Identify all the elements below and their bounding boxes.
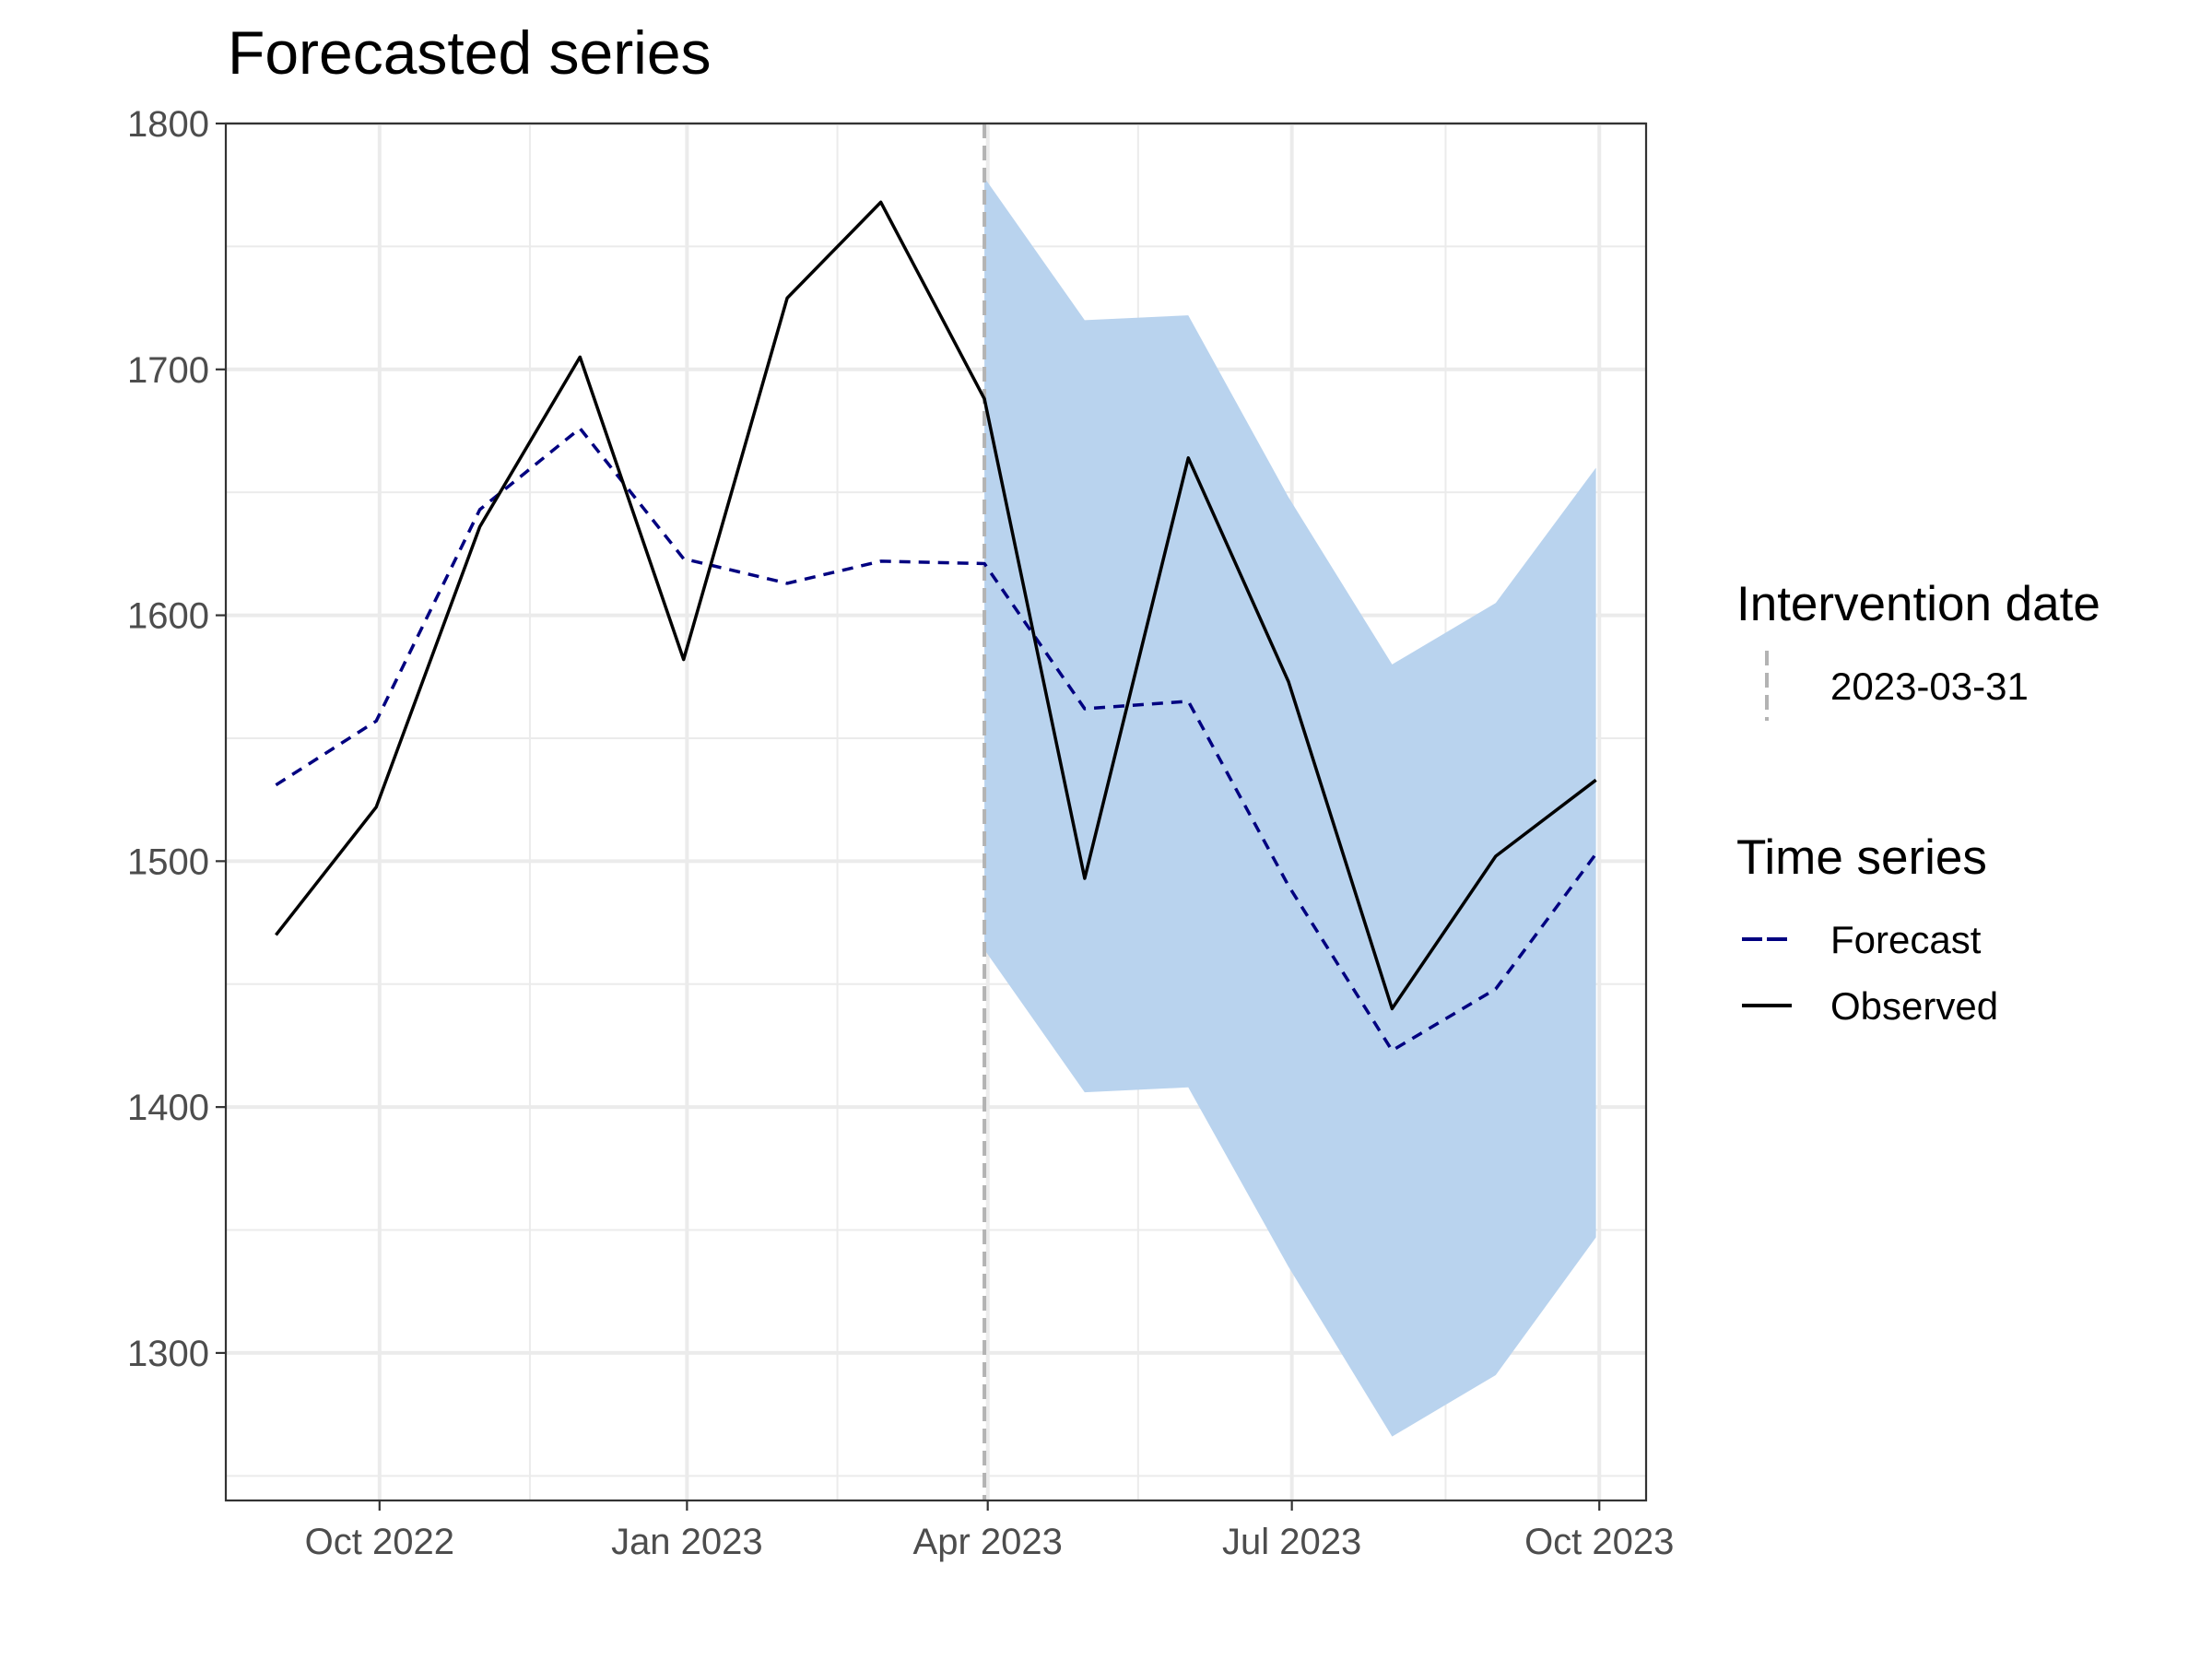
legend-title: Intervention date: [1736, 577, 2100, 631]
y-tick-label: 1800: [127, 104, 209, 145]
y-tick-label: 1600: [127, 596, 209, 637]
x-tick-label: Oct 2022: [305, 1522, 454, 1562]
y-tick-label: 1300: [127, 1334, 209, 1374]
legend-label: Observed: [1830, 984, 1998, 1028]
y-tick-label: 1700: [127, 350, 209, 391]
x-tick-label: Apr 2023: [913, 1522, 1063, 1562]
legend-title: Time series: [1736, 830, 1987, 885]
legend-label: 2023-03-31: [1830, 665, 2029, 708]
plot-border: [224, 122, 1648, 1502]
series-line-observed: [275, 200, 1597, 1011]
x-tick-label: Jan 2023: [611, 1522, 763, 1562]
legend-label: Forecast: [1830, 918, 1982, 961]
forecast-interval-band: [984, 177, 1596, 1437]
y-tick-label: 1400: [127, 1088, 209, 1128]
x-tick-label: Jul 2023: [1222, 1522, 1361, 1562]
chart-title: Forecasted series: [228, 18, 712, 87]
x-tick-label: Oct 2023: [1524, 1522, 1674, 1562]
y-tick-label: 1500: [127, 841, 209, 882]
